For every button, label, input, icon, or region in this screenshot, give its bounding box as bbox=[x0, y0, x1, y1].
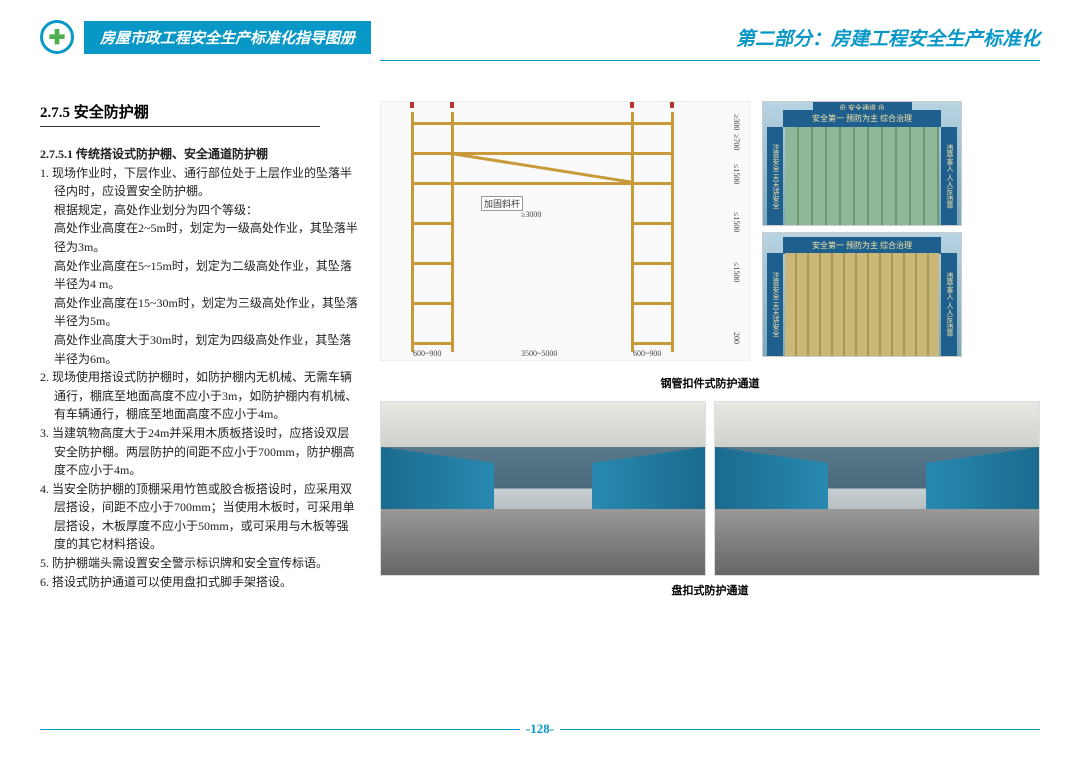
safety-logo: ✚ bbox=[40, 20, 74, 54]
sub-heading: 2.7.5.1 传统搭设式防护棚、安全通道防护棚 bbox=[40, 147, 268, 161]
plus-icon: ✚ bbox=[49, 25, 66, 50]
dim-r4: ≤1500 bbox=[732, 262, 741, 282]
photo-caption: 盘扣式防护通道 bbox=[380, 582, 1040, 598]
scaffold-diagram: 加固斜杆 ≥3000 600~900 3500~5000 600~900 ≥30… bbox=[380, 101, 750, 361]
pillar-right: 违章害人 人人反违章 bbox=[941, 127, 957, 225]
list-item: 1. 现场作业时，下层作业、通行部位处于上层作业的坠落半径内时，应设置安全防护棚… bbox=[40, 164, 360, 369]
list-item: 4. 当安全防护棚的顶棚采用竹笆或胶合板搭设时，应采用双层搭设，间距不应小于70… bbox=[40, 480, 360, 554]
dim-r0: ≥300 bbox=[732, 114, 741, 130]
dim-b2: 600~900 bbox=[633, 349, 661, 358]
list-item: 2. 现场使用搭设式防护棚时，如防护棚内无机械、无需车辆通行，棚底至地面高度不应… bbox=[40, 368, 360, 424]
pillar-right-2: 违章害人 人人反违章 bbox=[941, 253, 957, 356]
dim-b1: 3500~5000 bbox=[521, 349, 557, 358]
dim-r5: 200 bbox=[732, 332, 741, 344]
section-title: 2.7.5 安全防护棚 bbox=[40, 101, 360, 122]
tunnel-banner-2: 安全第一 预防为主 综合治理 bbox=[783, 237, 941, 254]
tunnel-banner: 安全第一 预防为主 综合治理 bbox=[783, 110, 941, 127]
diagram-caption: 钢管扣件式防护通道 bbox=[380, 375, 1040, 391]
page-number: -128- bbox=[520, 721, 560, 737]
brace-label: 加固斜杆 bbox=[481, 196, 523, 211]
dim-r1: ≥700 bbox=[732, 134, 741, 150]
dim-b0: 600~900 bbox=[413, 349, 441, 358]
list-item: 3. 当建筑物高度大于24m并采用木质板搭设时，应搭设双层安全防护棚。两层防护的… bbox=[40, 424, 360, 480]
list-item: 6. 搭设式防护通道可以使用盘扣式脚手架搭设。 bbox=[40, 573, 360, 592]
dim-r2: ≤1500 bbox=[732, 164, 741, 184]
list-item: 5. 防护棚端头需设置安全警示标识牌和安全宣传标语。 bbox=[40, 554, 360, 573]
header-rule bbox=[380, 60, 1040, 61]
part-title: 第二部分：房建工程安全生产标准化 bbox=[736, 20, 1040, 51]
pillar-left-2: 注意安全 天天讲安全 bbox=[767, 253, 783, 356]
pillar-left: 注意安全 天天讲安全 bbox=[767, 127, 783, 225]
span-dim: ≥3000 bbox=[521, 210, 541, 219]
booklet-title: 房屋市政工程安全生产标准化指导图册 bbox=[84, 21, 371, 54]
dim-r3: ≤1500 bbox=[732, 212, 741, 232]
section-rule bbox=[40, 126, 320, 127]
body-text: 2.7.5.1 传统搭设式防护棚、安全通道防护棚 1. 现场作业时，下层作业、通… bbox=[40, 145, 360, 591]
tunnel-render-2: 安全第一 预防为主 综合治理 注意安全 天天讲安全 违章害人 人人反违章 bbox=[762, 232, 962, 357]
corridor-photo-2 bbox=[714, 401, 1040, 576]
corridor-photo-1 bbox=[380, 401, 706, 576]
tunnel-render-1: ⊕ 安全通道 ⊕ 安全第一 预防为主 综合治理 注意安全 天天讲安全 违章害人 … bbox=[762, 101, 962, 226]
